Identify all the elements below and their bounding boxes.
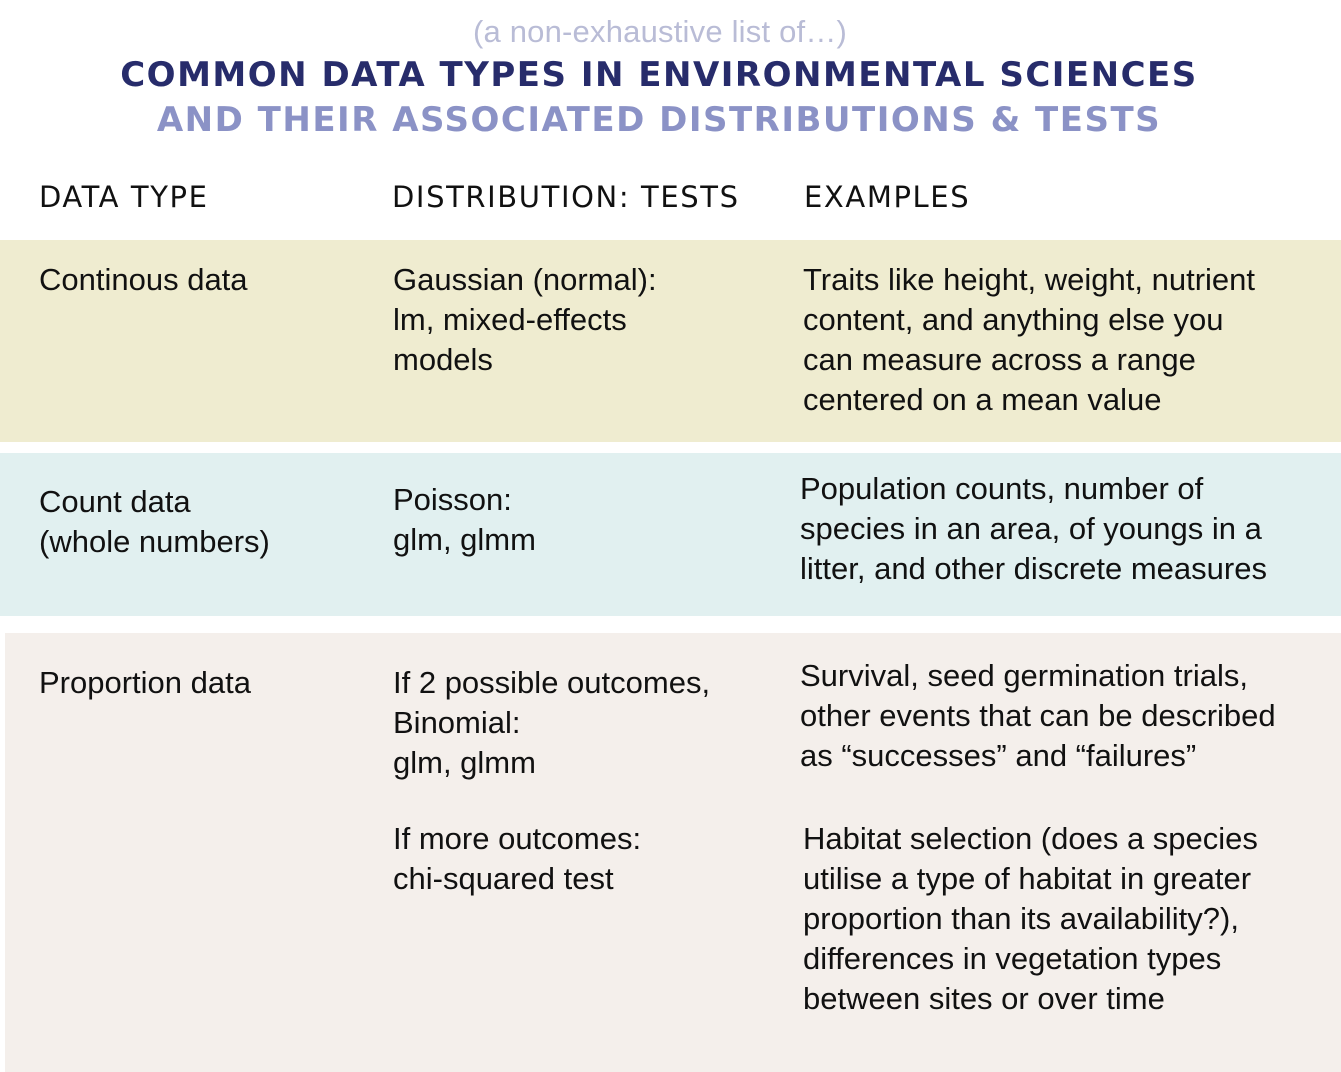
column-header-examples: EXAMPLES — [804, 180, 971, 214]
column-header-distribution: DISTRIBUTION: TESTS — [392, 180, 740, 214]
proportion-data-type: Proportion data — [39, 665, 251, 700]
continuous-data-type: Continous data — [39, 262, 248, 297]
proportion-examples-binomial: Survival, seed germination trials, other… — [800, 658, 1276, 773]
column-header-data-type: DATA TYPE — [39, 180, 209, 214]
count-distribution: Poisson: glm, glmm — [393, 482, 536, 557]
row-continuous-background — [0, 240, 1341, 442]
proportion-examples-multi: Habitat selection (does a species utilis… — [803, 821, 1258, 1016]
continuous-examples: Traits like height, weight, nutrient con… — [803, 262, 1256, 417]
row-count-background — [0, 453, 1341, 616]
count-data-type: Count data (whole numbers) — [39, 484, 270, 559]
page-title: COMMON DATA TYPES IN ENVIRONMENTAL SCIEN… — [120, 55, 1198, 95]
continuous-distribution: Gaussian (normal): lm, mixed-effects mod… — [393, 262, 657, 377]
proportion-distribution-multi: If more outcomes: chi-squared test — [393, 821, 642, 896]
row-proportion-background — [5, 633, 1341, 1072]
subtitle: (a non-exhaustive list of…) — [472, 14, 848, 49]
count-examples: Population counts, number of species in … — [800, 471, 1267, 586]
page-title-secondary: AND THEIR ASSOCIATED DISTRIBUTIONS & TES… — [156, 100, 1162, 140]
proportion-distribution-binomial: If 2 possible outcomes, Binomial: glm, g… — [393, 665, 711, 780]
